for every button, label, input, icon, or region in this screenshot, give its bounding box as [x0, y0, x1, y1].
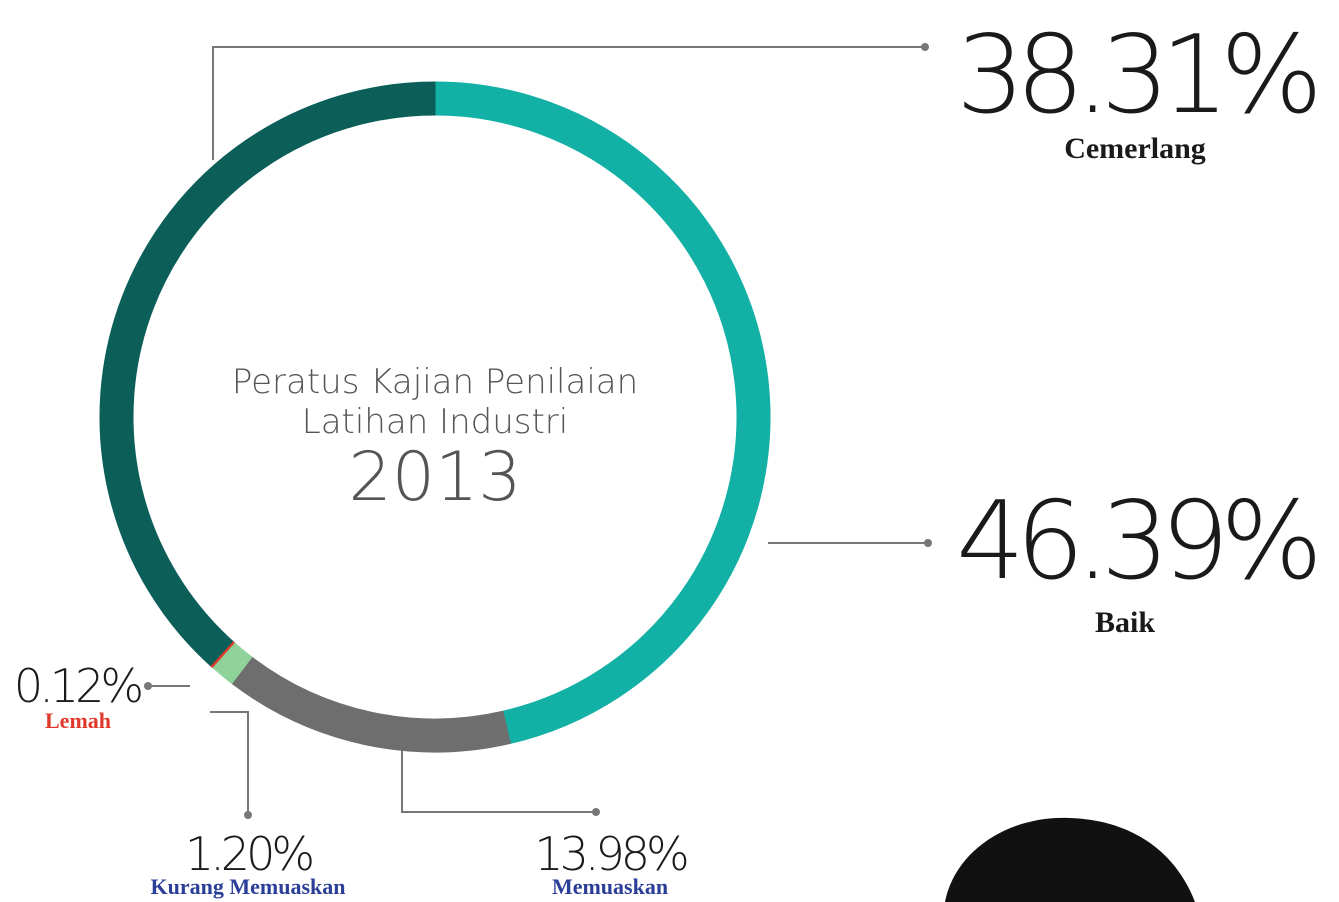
value-label: 13.98% — [534, 827, 687, 881]
leader-dot — [924, 539, 932, 547]
leader-line — [401, 750, 596, 813]
value-label: 46.39% — [956, 479, 1315, 604]
leader-dot — [144, 682, 152, 690]
category-label: Memuaskan — [552, 874, 668, 899]
photo-silhouette — [945, 817, 1195, 902]
leader-dot — [244, 811, 252, 819]
leader-lines — [144, 43, 932, 819]
center-text: Latihan Industri — [302, 402, 568, 442]
value-label: 0.12% — [14, 659, 141, 713]
leader-dot — [921, 43, 929, 51]
value-label: 1.20% — [185, 827, 312, 881]
category-label: Kurang Memuaskan — [151, 874, 346, 899]
value-label: 38.31% — [956, 13, 1315, 138]
category-label: Baik — [1095, 606, 1155, 639]
donut-segment — [231, 656, 511, 753]
leader-line — [212, 46, 925, 160]
center-text: Peratus Kajian Penilaian — [232, 362, 638, 402]
leader-dot — [592, 808, 600, 816]
category-label: Lemah — [45, 708, 111, 733]
leader-line — [210, 711, 249, 815]
donut-segment — [434, 81, 771, 745]
donut-segment — [99, 81, 436, 667]
category-label: Cemerlang — [1064, 132, 1206, 165]
center-year: 2013 — [348, 438, 521, 517]
